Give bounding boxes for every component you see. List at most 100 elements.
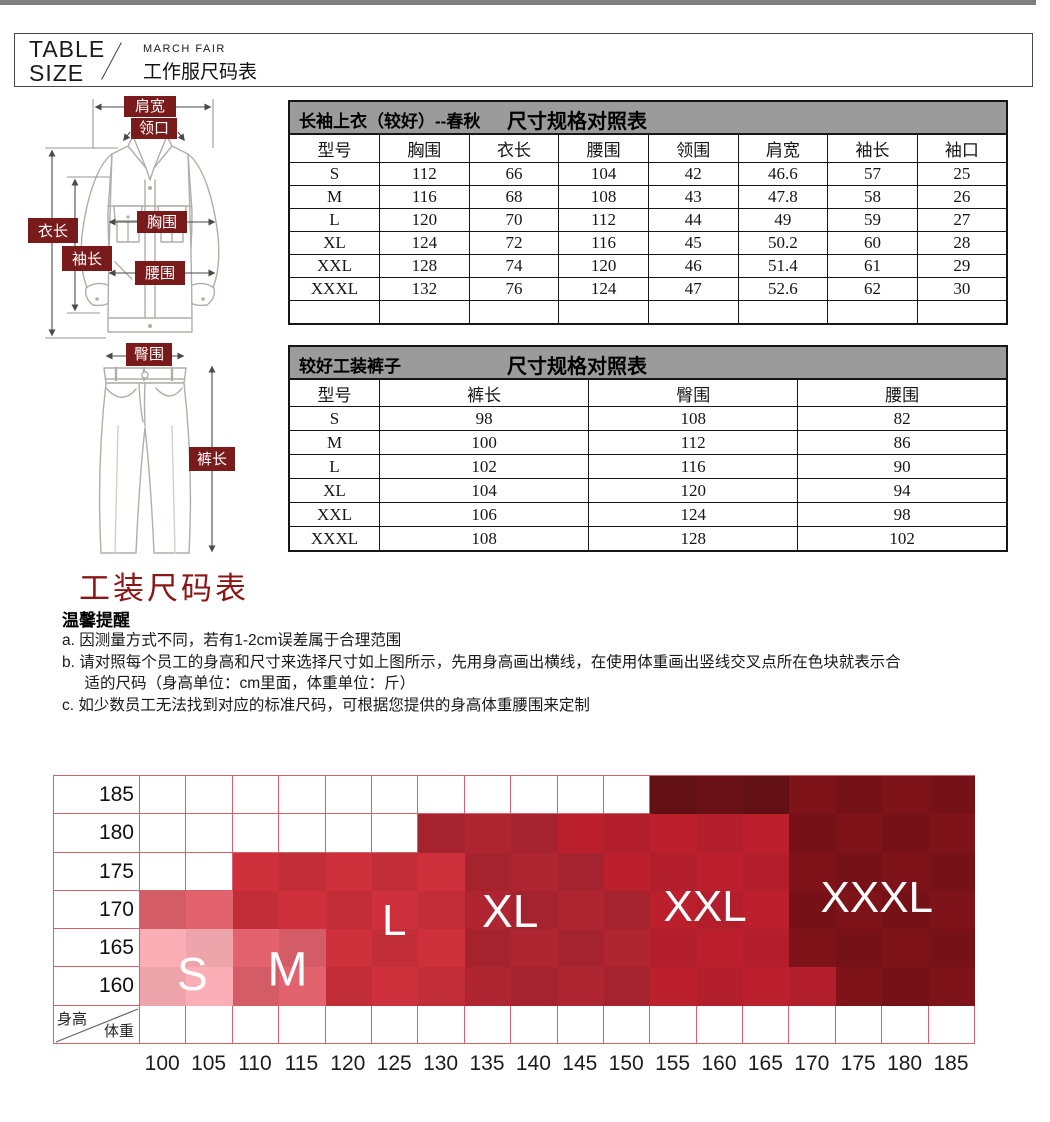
heatmap-cell	[371, 967, 419, 1006]
heatmap-cell	[557, 852, 604, 891]
heatmap-cell	[882, 967, 929, 1006]
size-region-label: XL	[482, 884, 539, 937]
column-header: 袖口	[916, 133, 1008, 163]
shoulder-label: 肩宽	[135, 98, 165, 115]
heatmap-cell	[279, 852, 326, 891]
heatmap-cell	[789, 814, 836, 853]
table-cell: 52.6	[737, 277, 829, 301]
shoulder-label-box	[124, 96, 176, 117]
heatmap-cell	[140, 776, 187, 815]
table-cell: 46.6	[737, 162, 829, 186]
column-header: 领围	[647, 133, 739, 163]
header-title-line2: SIZE	[29, 60, 85, 86]
header: TABLE SIZE MARCH FAIR 工作服尺码表	[14, 33, 1033, 87]
table-cell: 42	[647, 162, 739, 186]
heatmap-cell	[557, 814, 604, 853]
heatmap-cell	[882, 929, 929, 968]
heatmap-cell	[743, 1005, 790, 1045]
chest-label: 胸围	[147, 214, 177, 231]
heatmap-cell	[882, 776, 929, 815]
x-axis-title: 体重	[103, 1023, 134, 1041]
heatmap-cell	[557, 929, 604, 968]
table-cell: 104	[378, 478, 590, 503]
heatmap-cell	[511, 814, 558, 853]
table-row: XL 124 72 116 45 50.2 60 28	[288, 231, 1008, 255]
jacket-measurement-diagram: 肩宽 领口 衣长 袖长 胸围 腰围	[28, 96, 220, 339]
table-cell: 90	[797, 454, 1008, 479]
heatmap-cell	[140, 1005, 187, 1045]
table-cell: 94	[797, 478, 1008, 503]
heatmap-cell	[186, 776, 233, 815]
column-header: 腰围	[558, 133, 649, 163]
x-axis-label: 155	[655, 1052, 691, 1076]
table-row: XXXL 108 128 102	[288, 526, 1008, 552]
size-region-label: L	[381, 895, 407, 945]
table-cell: 124	[379, 231, 470, 255]
heatmap-cell	[232, 776, 280, 815]
heatmap-cell	[835, 1005, 883, 1045]
heatmap-cell	[835, 852, 883, 891]
heatmap-cell	[140, 852, 187, 891]
heatmap-cell	[603, 967, 651, 1006]
x-axis-label: 105	[191, 1052, 227, 1076]
table-row: M 116 68 108 43 47.8 58 26	[288, 185, 1008, 209]
heatmap-cell	[928, 852, 976, 891]
heatmap-cell	[418, 814, 465, 853]
heatmap-cell	[743, 776, 790, 815]
table-row: S 98 108 82	[288, 406, 1008, 431]
heatmap-cell	[232, 1005, 280, 1045]
heatmap-cell	[557, 967, 604, 1006]
heatmap-cell	[418, 776, 465, 815]
table-cell: 98	[378, 406, 590, 431]
table-cell: M	[288, 185, 380, 209]
waist-label: 腰围	[145, 265, 175, 282]
heatmap-cell	[232, 929, 280, 968]
pants-length-label-box	[189, 447, 235, 471]
notice-note: b. 请对照每个员工的身高和尺寸来选择尺寸如上图所示，先用身高画出横线，在使用体…	[62, 653, 901, 693]
heatmap-cell	[325, 1005, 372, 1045]
table-cell: 57	[827, 162, 918, 186]
table-cell: XL	[288, 478, 380, 503]
table-cell	[827, 300, 918, 325]
table-row: L 120 70 112 44 49 59 27	[288, 208, 1008, 232]
table-cell: 28	[916, 231, 1008, 255]
collar-label-box	[131, 118, 177, 139]
x-axis-label: 140	[515, 1052, 551, 1076]
heatmap-cell	[882, 1005, 929, 1045]
heatmap-cell	[928, 929, 976, 968]
table-row: XXXL 132 76 124 47 52.6 62 30	[288, 277, 1008, 301]
heatmap-cell	[325, 852, 372, 891]
heatmap-cell	[603, 929, 651, 968]
axis-corner-cell: 身高 体重	[54, 1005, 140, 1045]
table-cell: 116	[558, 231, 649, 255]
heatmap-cell	[650, 929, 697, 968]
y-axis-label: 180	[54, 814, 140, 853]
table-cell: 50.2	[737, 231, 829, 255]
body-length-label: 衣长	[38, 223, 68, 240]
table-cell: 51.4	[737, 254, 829, 278]
table-cell: 98	[797, 502, 1008, 527]
chest-label-box	[137, 211, 187, 233]
heatmap-cell	[140, 814, 187, 853]
y-axis-label: 160	[54, 967, 140, 1006]
heatmap-cell	[696, 967, 744, 1006]
notice-note: c. 如少数员工无法找到对应的标准尺码，可根据您提供的身高体重腰围来定制	[62, 696, 590, 714]
heatmap-cell	[650, 852, 697, 891]
table-cell: 124	[588, 502, 799, 527]
heatmap-cell	[418, 929, 465, 968]
table-cell: 30	[916, 277, 1008, 301]
pants-measure-labels: 臀围 裤长	[126, 343, 235, 471]
table-cell: 112	[379, 162, 470, 186]
collar-label: 领口	[139, 120, 169, 137]
column-header: 肩宽	[737, 133, 829, 163]
heatmap-cell	[232, 852, 280, 891]
table-cell: 112	[558, 208, 649, 232]
hip-label-box	[126, 343, 172, 366]
heatmap-cell	[511, 929, 558, 968]
header-subtitle: 工作服尺码表	[143, 62, 258, 83]
table-cell: 102	[378, 454, 590, 479]
x-axis-label: 175	[840, 1052, 876, 1076]
table-cell: M	[288, 430, 380, 455]
heatmap-cell	[511, 852, 558, 891]
